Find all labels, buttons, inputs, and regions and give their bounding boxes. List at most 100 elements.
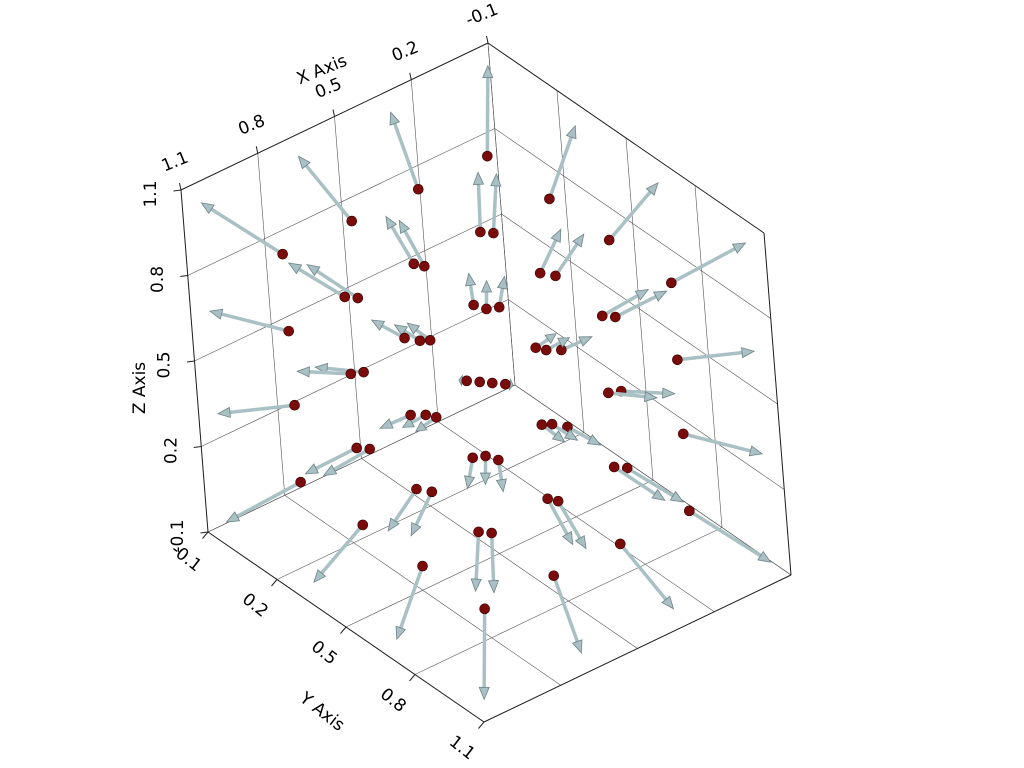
tick-mark — [340, 626, 347, 634]
point — [364, 443, 376, 455]
point — [346, 215, 358, 227]
point — [475, 226, 486, 238]
tick-mark — [186, 360, 195, 363]
arrow-head — [393, 324, 408, 337]
box-edge — [487, 42, 765, 234]
arrow-shaft — [621, 389, 663, 395]
point — [414, 335, 426, 347]
tick-mark — [409, 72, 412, 80]
arrow-head — [478, 686, 490, 701]
arrow — [496, 275, 508, 308]
arrow-head — [398, 219, 411, 235]
arrow-head — [464, 475, 476, 490]
tick-label: 0.8 — [235, 111, 268, 140]
tick-label: 1.1 — [159, 148, 192, 177]
tick-mark — [332, 109, 335, 117]
point — [405, 409, 416, 421]
arrow-shaft — [688, 509, 762, 558]
tick-mark — [478, 721, 485, 729]
point — [548, 570, 560, 582]
arrow-head — [669, 490, 685, 503]
arrow — [398, 219, 426, 268]
arrow-head — [565, 124, 577, 140]
arrow-head — [495, 478, 507, 493]
y-axis-title: Y Axis — [295, 688, 348, 736]
tick-label: 0.5 — [155, 351, 175, 378]
arrow-shaft — [618, 542, 668, 601]
grid-line — [187, 128, 495, 276]
arrow — [478, 608, 490, 701]
tick-mark — [409, 674, 416, 682]
tick-label: 0.2 — [389, 37, 422, 66]
point — [603, 234, 615, 246]
point — [621, 462, 633, 474]
arrow — [482, 64, 494, 157]
point — [358, 366, 369, 378]
arrow — [296, 366, 351, 378]
arrow-head — [551, 430, 566, 443]
arrow-head — [406, 322, 421, 335]
arrow-shaft — [393, 122, 420, 190]
arrow — [313, 523, 365, 583]
point — [482, 150, 493, 162]
arrow — [607, 182, 659, 242]
tick-mark — [200, 531, 209, 534]
box-edge — [763, 232, 792, 576]
arrow — [297, 155, 354, 223]
arrow-head — [643, 390, 658, 403]
arrow-shaft — [489, 532, 496, 581]
arrow-shaft — [474, 531, 481, 580]
arrow-head — [662, 387, 676, 399]
arrow — [287, 262, 346, 299]
point — [486, 377, 498, 389]
arrow-head — [470, 578, 482, 593]
point — [552, 495, 564, 507]
arrow-head — [561, 530, 574, 546]
arrow-shaft — [221, 312, 290, 333]
point — [556, 344, 567, 356]
z-axis-title: Z Axis — [130, 362, 150, 414]
arrow-shaft — [210, 207, 284, 256]
tick-label: 0.5 — [307, 637, 341, 669]
arrow-head — [757, 550, 772, 563]
grid-line — [194, 213, 502, 362]
arrow-head — [415, 420, 428, 432]
arrow-head — [651, 488, 666, 501]
arrow-head — [385, 215, 398, 230]
point — [603, 387, 614, 399]
arrow — [385, 215, 416, 265]
arrow-head — [572, 233, 585, 248]
arrow-shaft — [614, 294, 657, 319]
arrow-shaft — [236, 480, 302, 518]
arrow-head — [645, 182, 659, 196]
arrow — [546, 497, 574, 546]
point — [419, 260, 430, 272]
arrow-head — [578, 336, 593, 347]
tick-label: 0.2 — [161, 437, 181, 464]
arrow — [554, 233, 585, 277]
arrow-head — [480, 279, 493, 293]
point — [411, 483, 422, 495]
arrow-head — [296, 366, 310, 378]
tick-mark — [255, 146, 259, 154]
arrow — [387, 488, 418, 532]
arrow — [225, 480, 302, 523]
arrow — [670, 242, 747, 285]
point — [417, 560, 428, 572]
point — [412, 183, 424, 195]
arrow-shaft — [613, 465, 656, 496]
arrow — [613, 465, 666, 501]
arrow — [200, 202, 284, 256]
arrow — [487, 532, 500, 594]
point — [488, 227, 499, 239]
tick-mark — [271, 579, 278, 587]
arrow-head — [634, 288, 650, 301]
arrow-head — [479, 472, 492, 486]
tick-mark — [180, 275, 188, 277]
arrow-head — [482, 64, 494, 79]
arrow — [410, 491, 434, 537]
point — [550, 270, 561, 282]
arrow-shaft — [390, 225, 416, 265]
point — [614, 538, 626, 550]
arrow-head — [496, 275, 508, 290]
